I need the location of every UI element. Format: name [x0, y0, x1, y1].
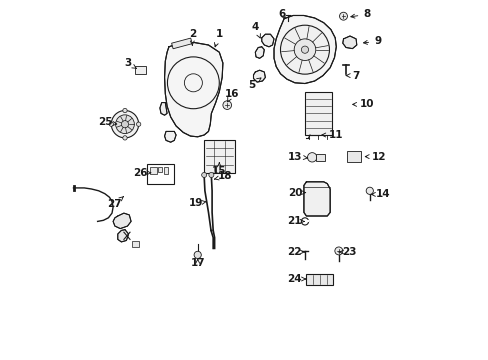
Circle shape: [122, 136, 127, 140]
Circle shape: [136, 122, 141, 126]
Polygon shape: [261, 34, 273, 47]
Text: 1: 1: [214, 29, 223, 47]
Bar: [315, 154, 324, 161]
Text: 11: 11: [321, 130, 343, 140]
Bar: [171, 38, 192, 49]
Circle shape: [294, 39, 315, 60]
Text: 22: 22: [286, 247, 304, 257]
Text: 23: 23: [338, 247, 355, 257]
Polygon shape: [113, 213, 131, 229]
Text: 24: 24: [287, 274, 305, 284]
Text: 26: 26: [133, 168, 150, 178]
Text: 4: 4: [251, 22, 260, 38]
Text: 15: 15: [212, 163, 226, 176]
Polygon shape: [303, 182, 329, 216]
Polygon shape: [164, 131, 176, 142]
Bar: [306, 274, 333, 285]
Text: 17: 17: [190, 258, 204, 268]
Text: 16: 16: [224, 89, 239, 102]
Bar: [305, 92, 331, 135]
Polygon shape: [342, 36, 356, 49]
Text: 14: 14: [371, 189, 389, 199]
Circle shape: [121, 121, 128, 128]
Text: 6: 6: [278, 9, 285, 19]
Circle shape: [334, 247, 342, 255]
Bar: [147, 164, 174, 184]
Polygon shape: [160, 103, 167, 115]
Circle shape: [339, 12, 347, 20]
Bar: [163, 167, 168, 174]
Text: 13: 13: [287, 152, 307, 162]
Circle shape: [223, 101, 231, 109]
Circle shape: [122, 108, 127, 113]
Bar: [158, 167, 162, 172]
Text: 8: 8: [350, 9, 370, 19]
Text: 3: 3: [123, 58, 136, 68]
Circle shape: [366, 187, 373, 194]
Text: 7: 7: [346, 71, 359, 81]
Text: 9: 9: [363, 36, 381, 46]
Circle shape: [201, 172, 206, 177]
Circle shape: [280, 25, 329, 74]
Text: 18: 18: [214, 171, 231, 181]
Polygon shape: [118, 230, 128, 242]
Circle shape: [307, 153, 316, 162]
Bar: [150, 167, 156, 174]
Text: 2: 2: [188, 29, 196, 45]
Text: 20: 20: [287, 188, 305, 198]
Text: 12: 12: [365, 152, 386, 162]
Circle shape: [109, 122, 113, 126]
Circle shape: [111, 111, 139, 138]
Bar: [204, 140, 234, 173]
Text: 21: 21: [286, 216, 304, 226]
Text: 10: 10: [352, 99, 373, 109]
Bar: [132, 241, 139, 247]
Circle shape: [194, 251, 201, 258]
Circle shape: [301, 46, 308, 53]
Polygon shape: [253, 70, 265, 82]
Text: 25: 25: [98, 117, 117, 127]
Text: 27: 27: [107, 197, 123, 210]
Circle shape: [115, 115, 134, 134]
Text: 5: 5: [247, 78, 261, 90]
Bar: [134, 66, 145, 74]
Polygon shape: [255, 47, 264, 58]
Text: 19: 19: [188, 198, 205, 208]
Polygon shape: [164, 42, 223, 137]
Circle shape: [208, 172, 213, 177]
Bar: [346, 151, 360, 162]
Polygon shape: [273, 15, 336, 84]
